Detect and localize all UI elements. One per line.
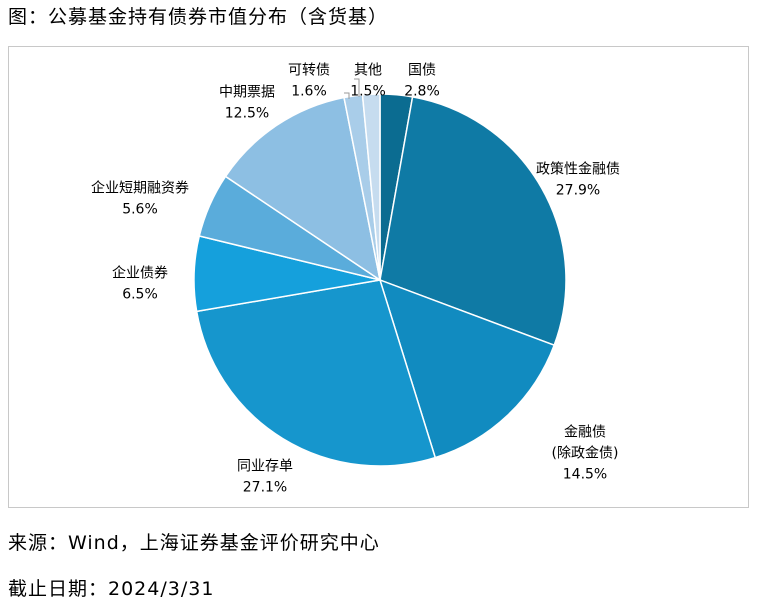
pie-slice-9 — [361, 93, 381, 281]
pie-slice-7 — [224, 96, 382, 282]
slice-labels: 国债 2.8% 政策性金融债 27.9% 金融债 (除政金债) 14.5% 同业存单 27.1%… — [91, 63, 620, 496]
slice-name-label: 其他 — [354, 63, 382, 79]
pie-slice-2 — [379, 95, 567, 347]
slice-value-label: 6.5% — [122, 287, 158, 303]
slice-value-label: 12.5% — [225, 106, 269, 122]
slice-value-label: 14.5% — [563, 467, 607, 483]
as-of-date: 截止日期：2024/3/31 — [8, 578, 215, 600]
leader-lines — [344, 78, 360, 99]
slice-name-label: 中期票据 — [219, 85, 275, 101]
slice-label-5: 企业债券 6.5% — [112, 265, 168, 303]
slice-label-4: 同业存单 27.1% — [237, 459, 293, 496]
slice-label-3: 金融债 (除政金债) 14.5% — [552, 425, 619, 483]
pie-slices — [193, 93, 567, 467]
slice-label-8: 可转债 1.6% — [288, 63, 330, 100]
pie-chart: 国债 2.8% 政策性金融债 27.9% 金融债 (除政金债) 14.5% 同业存单 27.1%… — [91, 63, 620, 496]
slice-value-label: 1.5% — [350, 84, 386, 100]
slice-value-label: 5.6% — [122, 202, 158, 218]
slice-name-label: (除政金债) — [552, 446, 619, 462]
slice-value-label: 1.6% — [291, 84, 327, 100]
pie-slice-3 — [378, 278, 556, 459]
figure-title: 图：公募基金持有债券市值分布（含货基） — [8, 6, 389, 28]
leader-line-1 — [344, 92, 350, 99]
slice-name-label: 同业存单 — [237, 459, 293, 475]
slice-value-label: 27.9% — [556, 183, 600, 199]
slice-name-label: 可转债 — [288, 63, 330, 79]
slice-name-label: 企业债券 — [112, 265, 168, 282]
slice-name-label: 企业短期融资券 — [91, 180, 189, 197]
slice-label-2: 政策性金融债 27.9% — [536, 161, 620, 199]
slice-label-1: 国债 2.8% — [404, 63, 440, 100]
slice-name-label: 金融债 — [564, 425, 606, 441]
slice-label-7: 中期票据 12.5% — [219, 85, 275, 122]
slice-value-label: 27.1% — [243, 480, 287, 496]
slice-value-label: 2.8% — [404, 84, 440, 100]
slice-label-6: 企业短期融资券 5.6% — [91, 180, 189, 218]
pie-chart-frame: 国债 2.8% 政策性金融债 27.9% 金融债 (除政金债) 14.5% 同业存单 27.1%… — [8, 46, 749, 508]
slice-name-label: 政策性金融债 — [536, 161, 620, 178]
source-note: 来源：Wind，上海证券基金评价研究中心 — [8, 532, 380, 554]
leader-line-2 — [354, 78, 360, 97]
slice-name-label: 国债 — [408, 63, 436, 79]
pie-slice-4 — [195, 279, 437, 467]
slice-label-9: 其他 1.5% — [350, 63, 386, 100]
